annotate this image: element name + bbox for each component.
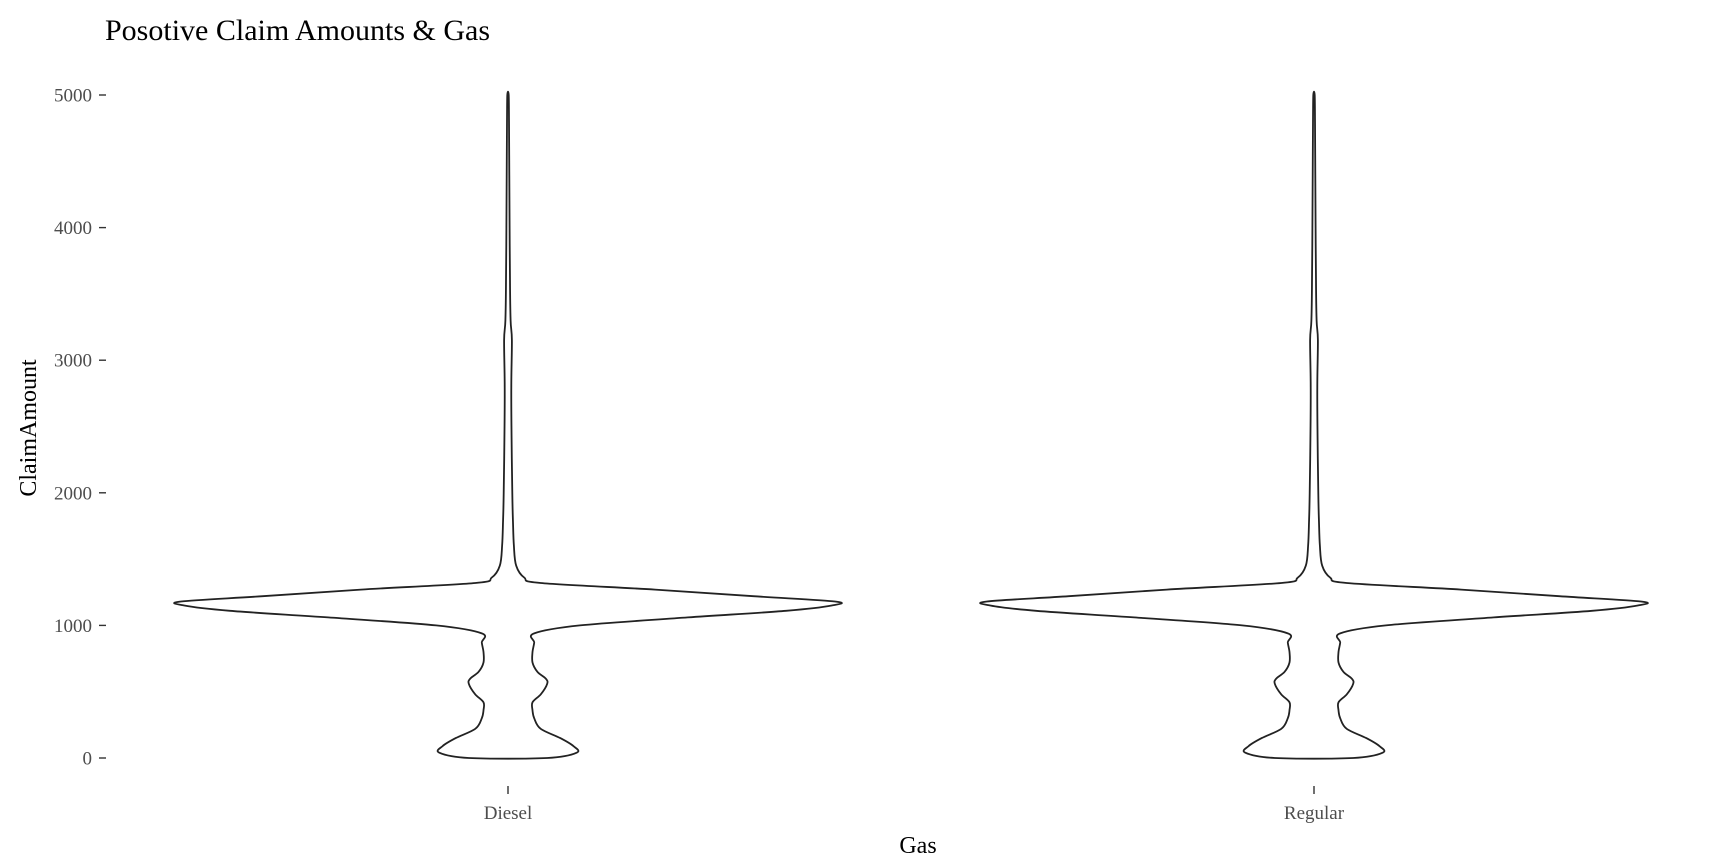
- x-axis-title: Gas: [899, 833, 936, 859]
- violin-regular: [979, 90, 1649, 760]
- x-tick-label-diesel: Diesel: [484, 803, 533, 824]
- x-axis: Diesel Regular: [484, 786, 1345, 824]
- y-tick-label: 4000: [54, 218, 92, 239]
- violin-layer: [173, 90, 1649, 760]
- y-tick-label: 3000: [54, 351, 92, 372]
- y-tick-label: 1000: [54, 616, 92, 637]
- chart-title: Posotive Claim Amounts & Gas: [105, 14, 490, 47]
- y-tick-label: 0: [83, 749, 93, 770]
- y-axis: 0 1000 2000 3000 4000 5000: [54, 86, 106, 770]
- y-tick-label: 5000: [54, 86, 92, 107]
- y-axis-title: ClaimAmount: [16, 359, 42, 497]
- y-tick-label: 2000: [54, 483, 92, 504]
- violin-diesel: [173, 90, 843, 760]
- x-tick-label-regular: Regular: [1284, 803, 1345, 824]
